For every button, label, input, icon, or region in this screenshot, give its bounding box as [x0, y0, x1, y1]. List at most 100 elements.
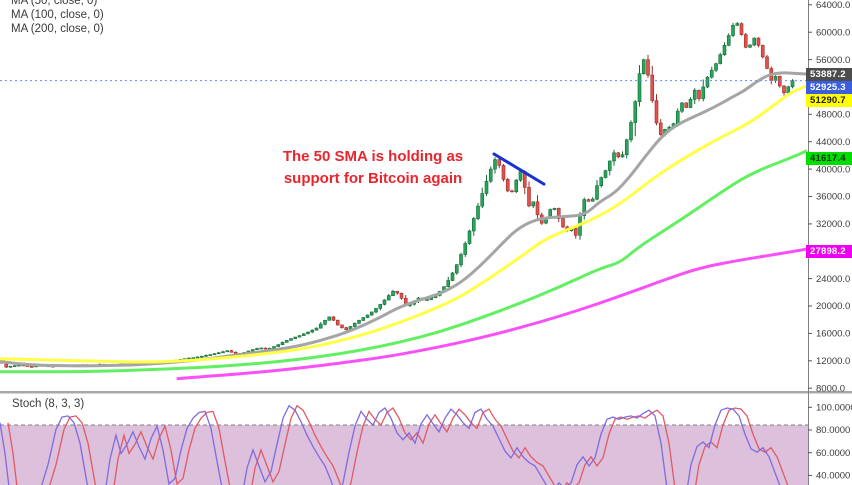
candle-body	[658, 122, 663, 135]
candle-body	[675, 110, 680, 124]
candle-body	[471, 218, 476, 232]
candle-body	[697, 89, 701, 99]
price-tick-label: 60000.0	[816, 27, 850, 38]
candle-body	[310, 329, 315, 333]
candle-body	[357, 320, 361, 324]
ma-long-line	[176, 247, 808, 381]
candle-body	[382, 299, 387, 305]
candle-body	[718, 54, 723, 64]
candle-body	[204, 355, 208, 357]
candle-body	[446, 280, 451, 287]
price-pane[interactable]	[0, 22, 808, 381]
candle-body	[391, 290, 395, 296]
candle-body	[756, 37, 761, 46]
price-badge-41617.4: 41617.4	[806, 151, 852, 165]
candle-body	[573, 227, 578, 236]
candle-body	[731, 24, 735, 36]
candle-body	[276, 344, 281, 347]
candle-body	[335, 319, 340, 326]
legend-ma50: MA (50, close, 0)	[11, 0, 98, 7]
candle-body	[777, 76, 782, 87]
price-tick-label: 16000.0	[816, 329, 850, 340]
candle-body	[743, 34, 748, 48]
candle-body	[323, 319, 327, 325]
candle-body	[493, 159, 497, 170]
candle-body	[250, 349, 255, 352]
price-tick-label: 24000.0	[816, 274, 850, 285]
candle-body	[221, 351, 225, 354]
price-tick-label: 56000.0	[816, 55, 850, 66]
candle-body	[612, 152, 616, 162]
candle-body	[229, 350, 234, 353]
price-tick-label: 8000.0	[816, 383, 845, 394]
ma-50-line	[0, 71, 808, 368]
candle-body	[212, 353, 217, 356]
price-tick-label: 40000.0	[816, 164, 850, 175]
candle-body	[467, 230, 472, 244]
candle-body	[790, 80, 795, 88]
candle-body	[505, 179, 510, 192]
candle-body	[225, 350, 230, 353]
stoch-tick-label: 60.0000	[816, 448, 850, 459]
candle-body	[195, 356, 200, 359]
candle-body	[255, 348, 259, 350]
candle-body	[488, 168, 493, 182]
candle-body	[476, 205, 480, 219]
candle-body	[314, 327, 319, 331]
candle-body	[603, 170, 608, 178]
candle-body	[399, 292, 404, 299]
price-tick-label: 32000.0	[816, 219, 850, 230]
candle-body	[199, 355, 204, 358]
price-tick-label: 20000.0	[816, 301, 850, 312]
candle-body	[425, 299, 429, 301]
candle-body	[782, 85, 786, 94]
candle-body	[395, 290, 400, 294]
candle-body	[518, 171, 523, 181]
candle-body	[535, 201, 540, 216]
candle-body	[599, 177, 604, 187]
candle-body	[29, 366, 34, 368]
candle-body	[726, 35, 731, 46]
candle-body	[786, 86, 791, 94]
candle-body	[459, 254, 463, 266]
candle-body	[773, 76, 778, 81]
price-tick-label: 12000.0	[816, 356, 850, 367]
candle-body	[556, 208, 561, 219]
candle-body	[531, 201, 536, 207]
candle-body	[586, 199, 591, 202]
price-tick-label: 64000.0	[816, 0, 850, 11]
candle-body	[637, 73, 642, 102]
candle-body	[352, 322, 357, 327]
candle-body	[318, 323, 323, 329]
ma-200-line	[0, 149, 808, 374]
candle-body	[765, 56, 769, 69]
stoch-pane[interactable]	[0, 404, 808, 485]
candle-body	[701, 86, 706, 99]
price-tick-label: 44000.0	[816, 137, 850, 148]
candle-body	[365, 314, 370, 318]
ma-legend: MA (50, close, 0) MA (100, close, 0) MA …	[11, 0, 104, 36]
candle-body	[607, 160, 612, 171]
candle-body	[705, 76, 710, 88]
candle-body	[374, 308, 378, 313]
candle-body	[501, 165, 506, 180]
candle-body	[616, 152, 621, 158]
price-badge-51290.7: 51290.7	[806, 93, 852, 107]
candle-body	[735, 23, 740, 26]
stoch-indicator-label: Stoch (8, 3, 3)	[12, 398, 85, 410]
candle-body	[272, 346, 276, 349]
candle-body	[633, 101, 638, 123]
annotation-line-1: The 50 SMA is holding as	[282, 148, 464, 165]
candle-body	[284, 340, 289, 343]
trendline-annotation[interactable]	[492, 152, 546, 186]
candle-body	[514, 179, 519, 192]
candle-body	[680, 102, 684, 112]
candle-body	[582, 199, 587, 217]
candle-body	[646, 59, 650, 76]
candle-body	[714, 63, 718, 71]
candle-body	[340, 324, 344, 328]
candle-body	[8, 365, 13, 368]
candle-body	[480, 193, 485, 207]
